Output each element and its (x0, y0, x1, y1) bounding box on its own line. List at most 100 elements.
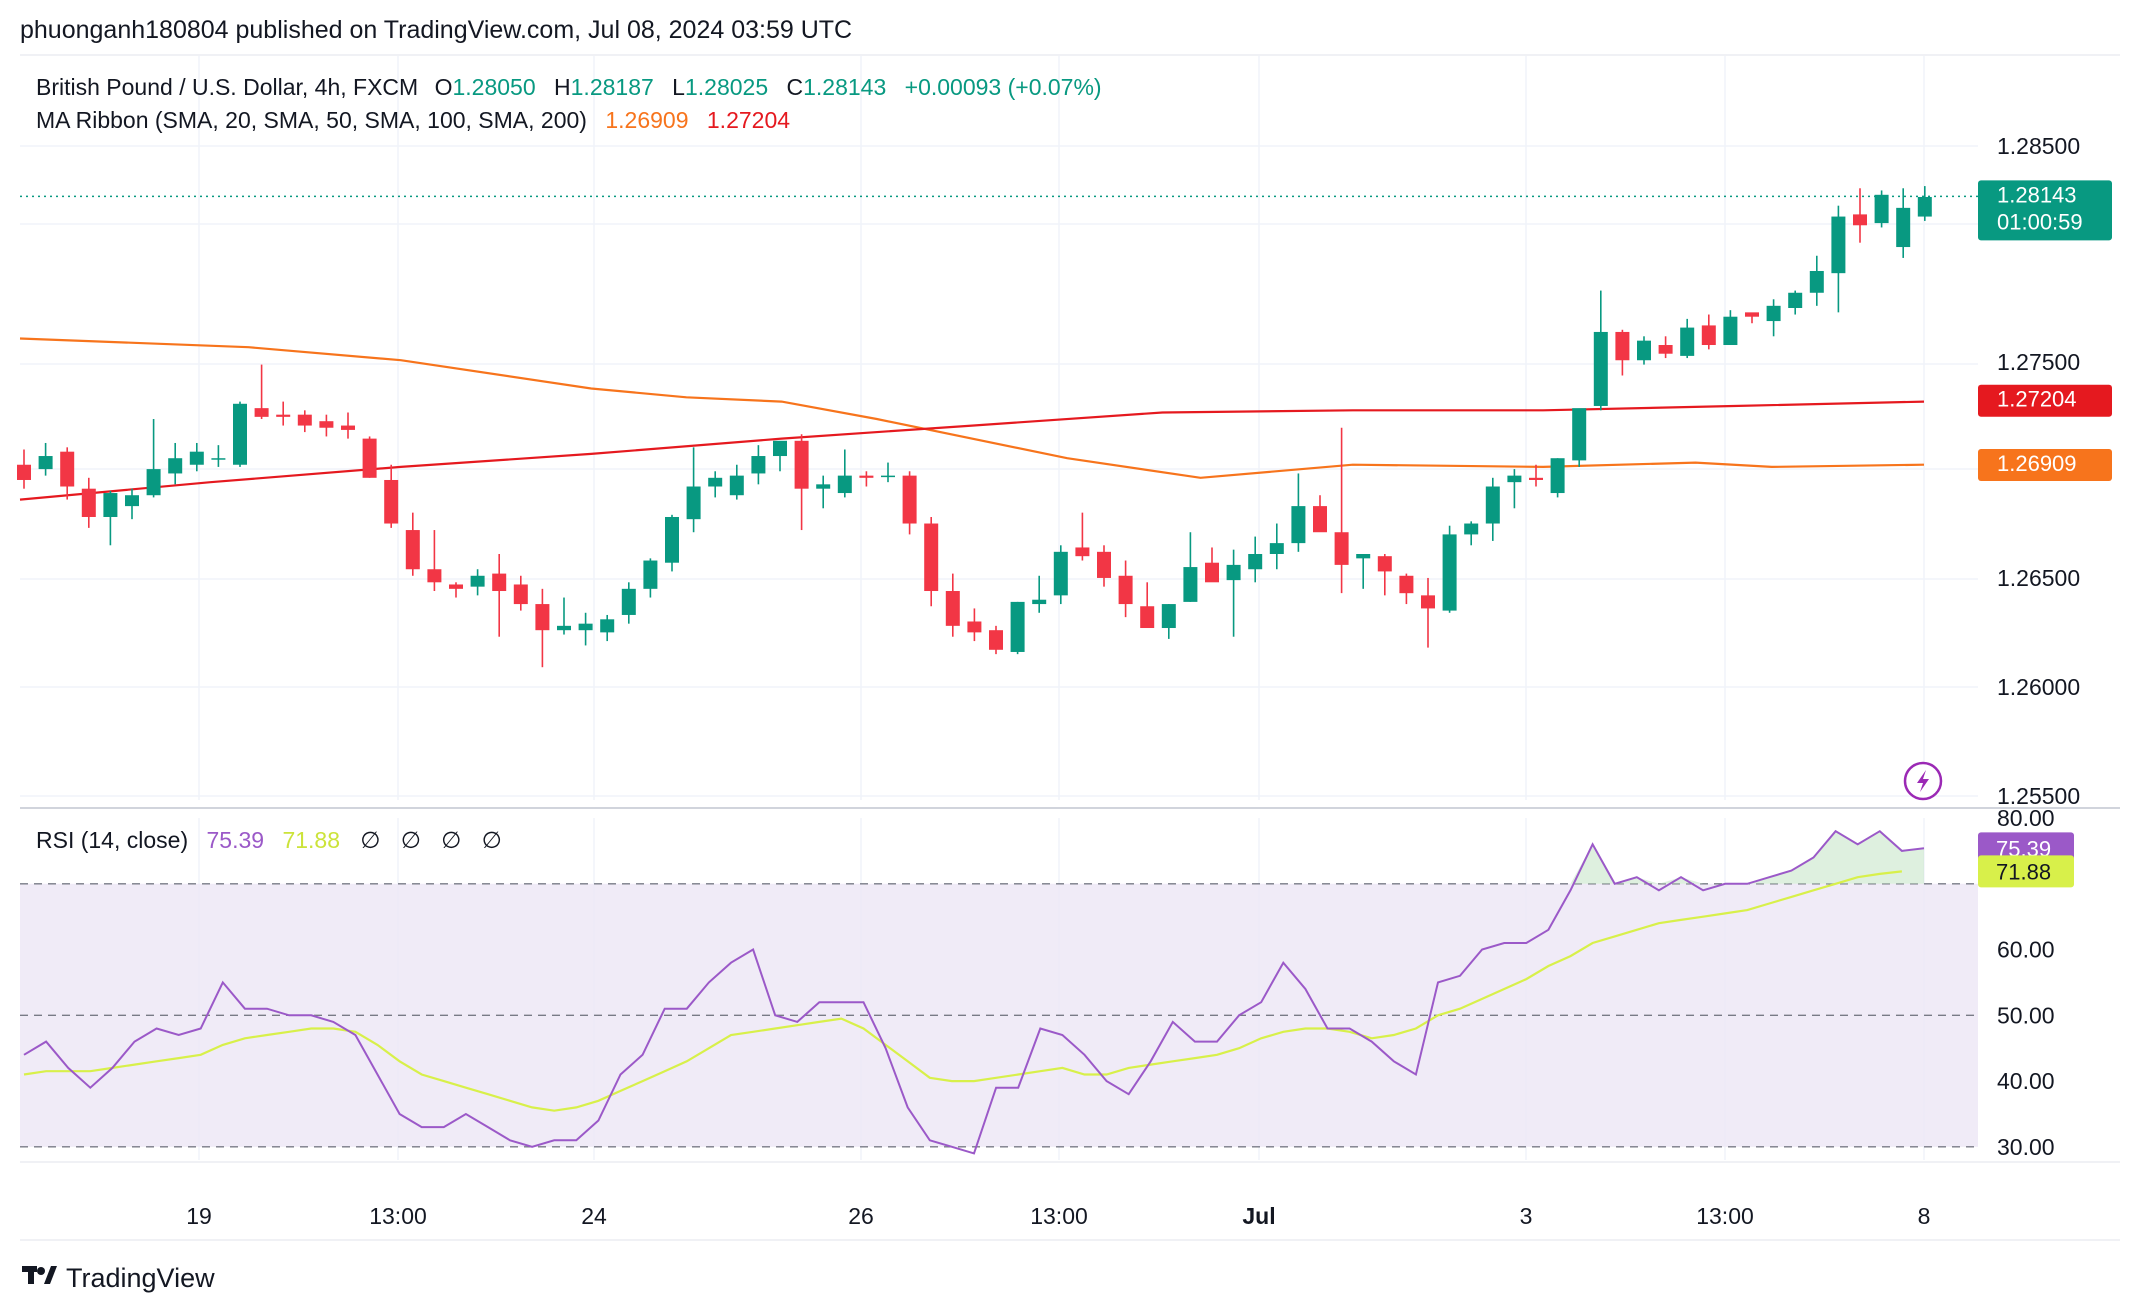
symbol-title: British Pound / U.S. Dollar, 4h, FXCM (36, 74, 418, 100)
lightning-icon[interactable] (1903, 761, 1943, 801)
last-price-badge-bg (1978, 180, 2112, 241)
ma-ribbon (19, 337, 1925, 501)
rsi-legend: RSI (14, close) 75.39 71.88 ∅ ∅ ∅ ∅ (36, 827, 502, 853)
candle-body (1831, 216, 1846, 274)
candle-body (1313, 506, 1327, 533)
rsi-tick-label: 30.00 (1997, 1134, 2055, 1160)
ma-ribbon-title: MA Ribbon (SMA, 20, SMA, 50, SMA, 100, S… (36, 107, 587, 133)
candle-body (276, 414, 291, 417)
sma-red-badge-bg (1978, 384, 2112, 417)
candle-body (1334, 532, 1349, 565)
candle-body (535, 604, 550, 631)
time-tick-label: 26 (848, 1203, 874, 1229)
low-label: L (672, 74, 685, 100)
rsi-pane[interactable]: 80.00 60.00 50.00 40.00 30.00 75.39 71.88 RSI … (20, 805, 2074, 1160)
rsi-tick-label: 50.00 (1997, 1002, 2055, 1028)
candle-body (470, 575, 485, 587)
candle-body (1183, 567, 1198, 602)
price-tick-label: 1.28500 (1997, 133, 2080, 159)
candle-body (449, 584, 463, 589)
last-price-badge: 1.28143 (1997, 182, 2077, 207)
candle-body (1226, 564, 1241, 581)
candle-body (1053, 551, 1068, 596)
candle-body (816, 484, 831, 489)
rsi-extra-3: ∅ (441, 827, 461, 853)
rsi-line (23, 829, 1925, 1155)
candle-body (1745, 312, 1759, 317)
candle-body (1161, 604, 1176, 629)
candle-body (17, 464, 31, 480)
close-label: C (787, 74, 804, 100)
rsi-series (23, 829, 1925, 1155)
candle-body (1269, 543, 1284, 554)
brand-name: TradingView (66, 1263, 215, 1293)
main-legend: British Pound / U.S. Dollar, 4h, FXCM O1… (36, 74, 1102, 100)
time-tick-label: 13:00 (369, 1203, 427, 1229)
time-tick-label: 13:00 (1030, 1203, 1088, 1229)
candle-body (1874, 194, 1889, 224)
rsi-extra-4: ∅ (482, 827, 502, 853)
rsi-tick-label: 60.00 (1997, 937, 2055, 963)
ma-legend: MA Ribbon (SMA, 20, SMA, 50, SMA, 100, S… (36, 107, 790, 133)
candle-body (1485, 486, 1500, 524)
price-tick-label: 1.26000 (1997, 674, 2080, 700)
candle-body (1075, 547, 1090, 557)
candle-body (233, 403, 247, 465)
tradingview-logo[interactable]: TradingView (22, 1263, 215, 1293)
candlestick-series (17, 186, 1932, 668)
candle-body (1723, 316, 1738, 346)
time-tick-label: Jul (1242, 1203, 1275, 1229)
price-pane[interactable]: 1.285001.275001.270001.265001.260001.255… (17, 54, 2120, 809)
candle-body (1658, 345, 1673, 354)
candle-body (924, 523, 939, 592)
candle-body (1809, 270, 1824, 293)
candle-body (1766, 305, 1781, 322)
candle-body (989, 630, 1003, 650)
candle-body (600, 619, 615, 633)
candle-body (1917, 196, 1932, 217)
candle-body (1615, 331, 1630, 361)
candle-body (1399, 575, 1414, 594)
candle-body (729, 475, 744, 496)
candle-body (1701, 325, 1716, 346)
candle-body (362, 438, 377, 478)
candle-body (405, 530, 420, 570)
candle-body (1464, 523, 1479, 535)
sma-red-badge: 1.27204 (1997, 387, 2077, 412)
candle-body (168, 458, 183, 474)
candle-body (859, 475, 874, 478)
candle-body (967, 621, 982, 633)
ma-value-orange: 1.26909 (605, 107, 688, 133)
sma-line-orange (19, 337, 1925, 479)
rsi-tick-label: 80.00 (1997, 805, 2055, 831)
high-label: H (554, 74, 571, 100)
open-value: 1.28050 (452, 74, 535, 100)
candle-body (103, 493, 118, 517)
candle-body (557, 625, 571, 631)
candle-body (773, 440, 787, 457)
time-tick-label: 3 (1520, 1203, 1533, 1229)
candle-body (1896, 207, 1911, 248)
candle-body (1680, 327, 1695, 356)
time-tick-label: 24 (581, 1203, 607, 1229)
candle-body (686, 486, 701, 520)
candle-body (125, 495, 139, 507)
rsi-ma-value: 71.88 (282, 827, 340, 853)
time-tick-label: 19 (186, 1203, 212, 1229)
ma-value-red: 1.27204 (707, 107, 790, 133)
candle-body (945, 591, 960, 626)
publisher-line: phuonganh180804 published on TradingView… (20, 16, 852, 44)
time-axis[interactable]: 19 13:00 24 26 13:00 Jul 3 13:00 8 (186, 1203, 1930, 1229)
rsi-extra-2: ∅ (401, 827, 421, 853)
candle-body (794, 440, 809, 489)
candle-body (1291, 506, 1306, 544)
candle-body (902, 475, 917, 524)
price-axis[interactable]: 1.285001.275001.270001.265001.260001.255… (1978, 133, 2112, 809)
candle-body (319, 421, 334, 428)
candle-body (492, 573, 507, 592)
rsi-title: RSI (14, close) (36, 827, 188, 853)
candle-body (1421, 595, 1435, 609)
price-tick-label: 1.25500 (1997, 783, 2080, 809)
